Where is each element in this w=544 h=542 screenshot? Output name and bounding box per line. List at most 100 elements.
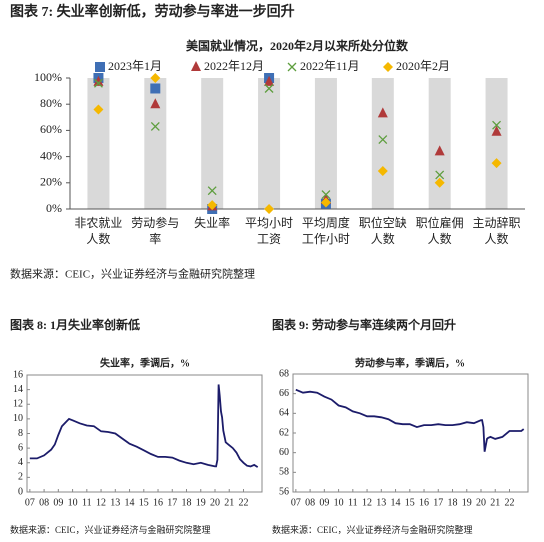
x-tick-label: 12 bbox=[362, 497, 372, 508]
x-tick-label: 劳动参与率 bbox=[131, 215, 179, 246]
y-tick-label: 0 bbox=[18, 486, 23, 497]
x-tick-label: 22 bbox=[504, 497, 514, 508]
x-tick-label: 15 bbox=[405, 497, 415, 508]
y-tick-label: 12 bbox=[13, 399, 23, 410]
line bbox=[29, 384, 259, 468]
legend-marker bbox=[287, 62, 297, 72]
background-column bbox=[87, 78, 110, 209]
x-tick-label: 09 bbox=[319, 497, 329, 508]
x-tick-label: 10 bbox=[334, 497, 344, 508]
background-column bbox=[258, 78, 281, 209]
x-tick-label: 16 bbox=[153, 497, 163, 508]
legend-marker bbox=[191, 61, 201, 71]
background-column bbox=[144, 78, 167, 209]
x-tick-label: 09 bbox=[53, 497, 63, 508]
y-tick-label: 40% bbox=[40, 148, 62, 162]
x-tick-label: 14 bbox=[391, 497, 401, 508]
x-tick-label: 13 bbox=[376, 497, 386, 508]
x-tick-label: 07 bbox=[291, 497, 301, 508]
background-column bbox=[485, 78, 508, 209]
x-tick-label: 11 bbox=[82, 497, 92, 508]
marker bbox=[150, 73, 161, 83]
source: 数据来源：CEIC，兴业证券经济与金融研究院整理 bbox=[272, 524, 473, 535]
marker bbox=[321, 190, 331, 200]
caption: 图表 7: 失业率创新低，劳动参与率进一步回升 bbox=[10, 3, 295, 20]
x-tick-label: 08 bbox=[39, 497, 49, 508]
y-tick-label: 6 bbox=[18, 442, 23, 453]
y-tick-label: 2 bbox=[18, 472, 23, 483]
x-tick-label: 07 bbox=[25, 497, 35, 508]
y-tick-label: 62 bbox=[279, 427, 289, 438]
background-column bbox=[371, 78, 394, 209]
x-tick-label: 职位雇佣人数 bbox=[416, 215, 464, 246]
marker bbox=[492, 120, 502, 130]
legend-label: 2022年12月 bbox=[204, 59, 264, 73]
marker bbox=[377, 107, 388, 118]
marker bbox=[93, 104, 104, 115]
caption: 图表 9: 劳动参与率连续两个月回升 bbox=[272, 317, 456, 332]
background-column bbox=[201, 78, 224, 209]
legend-label: 2023年1月 bbox=[108, 59, 162, 73]
x-tick-label: 20 bbox=[476, 497, 486, 508]
marker bbox=[93, 75, 104, 86]
x-tick-label: 主动辞职人数 bbox=[473, 215, 521, 246]
line bbox=[295, 388, 525, 452]
legend-marker bbox=[383, 62, 393, 72]
plot-frame bbox=[292, 373, 529, 493]
x-tick-label: 平均周度工作小时 bbox=[302, 215, 350, 246]
x-tick-label: 17 bbox=[167, 497, 177, 508]
y-tick-label: 66 bbox=[279, 388, 289, 399]
marker bbox=[434, 177, 445, 188]
marker bbox=[377, 166, 388, 177]
x-tick-label: 11 bbox=[348, 497, 358, 508]
plot-frame bbox=[26, 374, 263, 493]
legend-label: 2022年11月 bbox=[300, 59, 360, 73]
background-column bbox=[314, 78, 337, 209]
y-tick-label: 10 bbox=[13, 413, 23, 424]
marker bbox=[150, 122, 160, 131]
y-tick-label: 8 bbox=[18, 428, 23, 439]
y-tick-label: 80% bbox=[40, 96, 62, 110]
marker bbox=[378, 135, 388, 145]
x-tick-label: 19 bbox=[196, 497, 206, 508]
marker bbox=[264, 84, 274, 93]
x-tick-label: 14 bbox=[125, 497, 135, 508]
x-tick-label: 20 bbox=[210, 497, 220, 508]
marker bbox=[320, 197, 331, 208]
marker bbox=[491, 158, 502, 169]
y-tick-label: 56 bbox=[279, 486, 289, 497]
y-tick-label: 14 bbox=[13, 384, 23, 395]
y-tick-label: 68 bbox=[279, 368, 289, 379]
marker bbox=[207, 200, 218, 211]
x-tick-label: 17 bbox=[433, 497, 443, 508]
legend-label: 2020年2月 bbox=[396, 59, 450, 73]
marker bbox=[150, 98, 161, 109]
y-tick-label: 58 bbox=[279, 467, 289, 478]
marker bbox=[207, 186, 217, 196]
y-tick-label: 20% bbox=[40, 175, 62, 189]
x-tick-label: 10 bbox=[68, 497, 78, 508]
y-tick-label: 64 bbox=[279, 408, 289, 419]
x-tick-label: 16 bbox=[419, 497, 429, 508]
x-tick-label: 失业率 bbox=[194, 215, 230, 230]
marker bbox=[93, 78, 103, 88]
chart-title: 劳动参与率，季调后，% bbox=[355, 356, 465, 369]
x-tick-label: 21 bbox=[224, 497, 234, 508]
y-tick-label: 60% bbox=[40, 122, 62, 136]
x-tick-label: 18 bbox=[182, 497, 192, 508]
y-tick-label: 4 bbox=[18, 457, 23, 468]
x-tick-label: 18 bbox=[448, 497, 458, 508]
background-column bbox=[428, 78, 451, 209]
legend-marker bbox=[95, 62, 105, 72]
chart-title: 失业率，季调后，% bbox=[100, 356, 190, 369]
y-tick-label: 100% bbox=[34, 70, 62, 84]
marker bbox=[434, 145, 445, 156]
x-tick-label: 21 bbox=[490, 497, 500, 508]
chart-title: 美国就业情况，2020年2月以来所处分位数 bbox=[186, 38, 409, 53]
x-tick-label: 08 bbox=[305, 497, 315, 508]
x-tick-label: 12 bbox=[96, 497, 106, 508]
marker bbox=[491, 125, 502, 136]
y-tick-label: 16 bbox=[13, 369, 23, 380]
x-tick-label: 平均小时工资 bbox=[245, 216, 293, 246]
